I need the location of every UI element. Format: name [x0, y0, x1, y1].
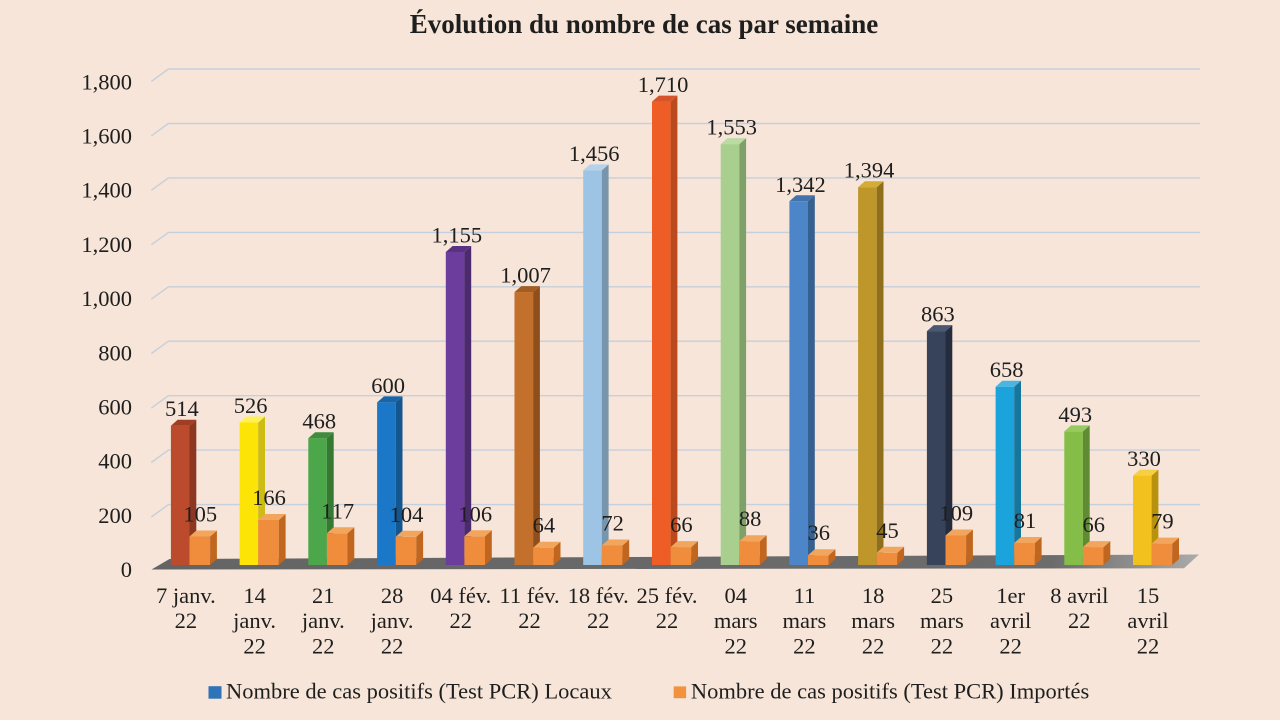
- svg-text:04 fév.: 04 fév.: [430, 583, 491, 608]
- svg-text:avril: avril: [990, 608, 1031, 633]
- svg-text:526: 526: [234, 393, 268, 418]
- svg-text:22: 22: [518, 608, 541, 633]
- svg-text:800: 800: [98, 340, 132, 365]
- svg-text:22: 22: [724, 633, 747, 658]
- svg-text:1,342: 1,342: [775, 172, 826, 197]
- svg-text:Nombre de cas positifs (Test P: Nombre de cas positifs (Test PCR) Locaux: [226, 679, 612, 704]
- svg-text:600: 600: [98, 395, 132, 420]
- svg-text:1,400: 1,400: [81, 178, 132, 203]
- svg-text:36: 36: [808, 520, 831, 545]
- svg-text:1,007: 1,007: [500, 263, 551, 288]
- svg-text:22: 22: [656, 608, 679, 633]
- svg-text:22: 22: [587, 608, 610, 633]
- svg-text:600: 600: [371, 373, 405, 398]
- svg-text:11 fév.: 11 fév.: [499, 583, 559, 608]
- svg-text:1,200: 1,200: [81, 232, 132, 257]
- svg-text:1,456: 1,456: [569, 141, 620, 166]
- svg-text:22: 22: [450, 608, 473, 633]
- svg-text:1,553: 1,553: [706, 115, 757, 140]
- svg-text:15: 15: [1137, 583, 1160, 608]
- svg-text:22: 22: [999, 633, 1022, 658]
- svg-text:81: 81: [1014, 508, 1037, 533]
- svg-text:22: 22: [175, 608, 198, 633]
- svg-text:avril: avril: [1127, 608, 1168, 633]
- svg-text:1,394: 1,394: [844, 158, 895, 183]
- svg-text:1,600: 1,600: [81, 124, 132, 149]
- svg-text:863: 863: [921, 302, 955, 327]
- svg-text:1er: 1er: [996, 583, 1025, 608]
- svg-text:45: 45: [876, 518, 899, 543]
- svg-text:106: 106: [458, 501, 492, 526]
- svg-text:117: 117: [321, 498, 354, 523]
- svg-text:28: 28: [381, 583, 404, 608]
- svg-text:22: 22: [862, 633, 885, 658]
- svg-text:400: 400: [98, 449, 132, 474]
- svg-text:22: 22: [243, 633, 266, 658]
- svg-text:0: 0: [121, 557, 132, 582]
- svg-text:7 janv.: 7 janv.: [156, 583, 216, 608]
- svg-text:66: 66: [1082, 512, 1105, 537]
- svg-text:Évolution du nombre de cas par: Évolution du nombre de cas par semaine: [410, 9, 879, 39]
- svg-text:18: 18: [862, 583, 885, 608]
- svg-text:mars: mars: [920, 608, 964, 633]
- svg-text:514: 514: [165, 396, 199, 421]
- svg-text:79: 79: [1151, 509, 1174, 534]
- svg-text:janv.: janv.: [232, 608, 276, 633]
- svg-text:mars: mars: [783, 608, 827, 633]
- svg-text:1,800: 1,800: [81, 69, 132, 94]
- svg-text:88: 88: [739, 506, 762, 531]
- svg-text:22: 22: [312, 633, 335, 658]
- svg-text:109: 109: [939, 501, 973, 526]
- svg-text:72: 72: [601, 511, 624, 536]
- svg-text:22: 22: [1068, 608, 1091, 633]
- svg-text:21: 21: [312, 583, 335, 608]
- svg-text:658: 658: [990, 357, 1024, 382]
- svg-text:1,710: 1,710: [638, 72, 689, 97]
- svg-text:22: 22: [381, 633, 404, 658]
- svg-text:mars: mars: [714, 608, 758, 633]
- svg-text:04: 04: [724, 583, 747, 608]
- svg-text:1,000: 1,000: [81, 286, 132, 311]
- svg-text:18 fév.: 18 fév.: [568, 583, 629, 608]
- svg-text:493: 493: [1058, 402, 1092, 427]
- svg-text:105: 105: [183, 502, 217, 527]
- svg-text:66: 66: [670, 512, 693, 537]
- svg-text:janv.: janv.: [370, 608, 414, 633]
- svg-text:22: 22: [1137, 633, 1160, 658]
- svg-text:janv.: janv.: [301, 608, 345, 633]
- svg-text:14: 14: [243, 583, 266, 608]
- svg-text:11: 11: [794, 583, 816, 608]
- svg-text:330: 330: [1127, 446, 1161, 471]
- svg-text:Nombre de cas positifs (Test P: Nombre de cas positifs (Test PCR) Import…: [691, 679, 1089, 704]
- svg-text:468: 468: [302, 409, 336, 434]
- svg-text:104: 104: [390, 502, 424, 527]
- svg-text:8 avril: 8 avril: [1050, 583, 1108, 608]
- svg-text:22: 22: [793, 633, 816, 658]
- svg-text:64: 64: [533, 513, 556, 538]
- svg-text:1,155: 1,155: [431, 223, 482, 248]
- svg-text:mars: mars: [851, 608, 895, 633]
- svg-text:22: 22: [931, 633, 954, 658]
- svg-text:166: 166: [252, 485, 286, 510]
- svg-text:25: 25: [931, 583, 954, 608]
- svg-text:200: 200: [98, 503, 132, 528]
- svg-text:25 fév.: 25 fév.: [636, 583, 697, 608]
